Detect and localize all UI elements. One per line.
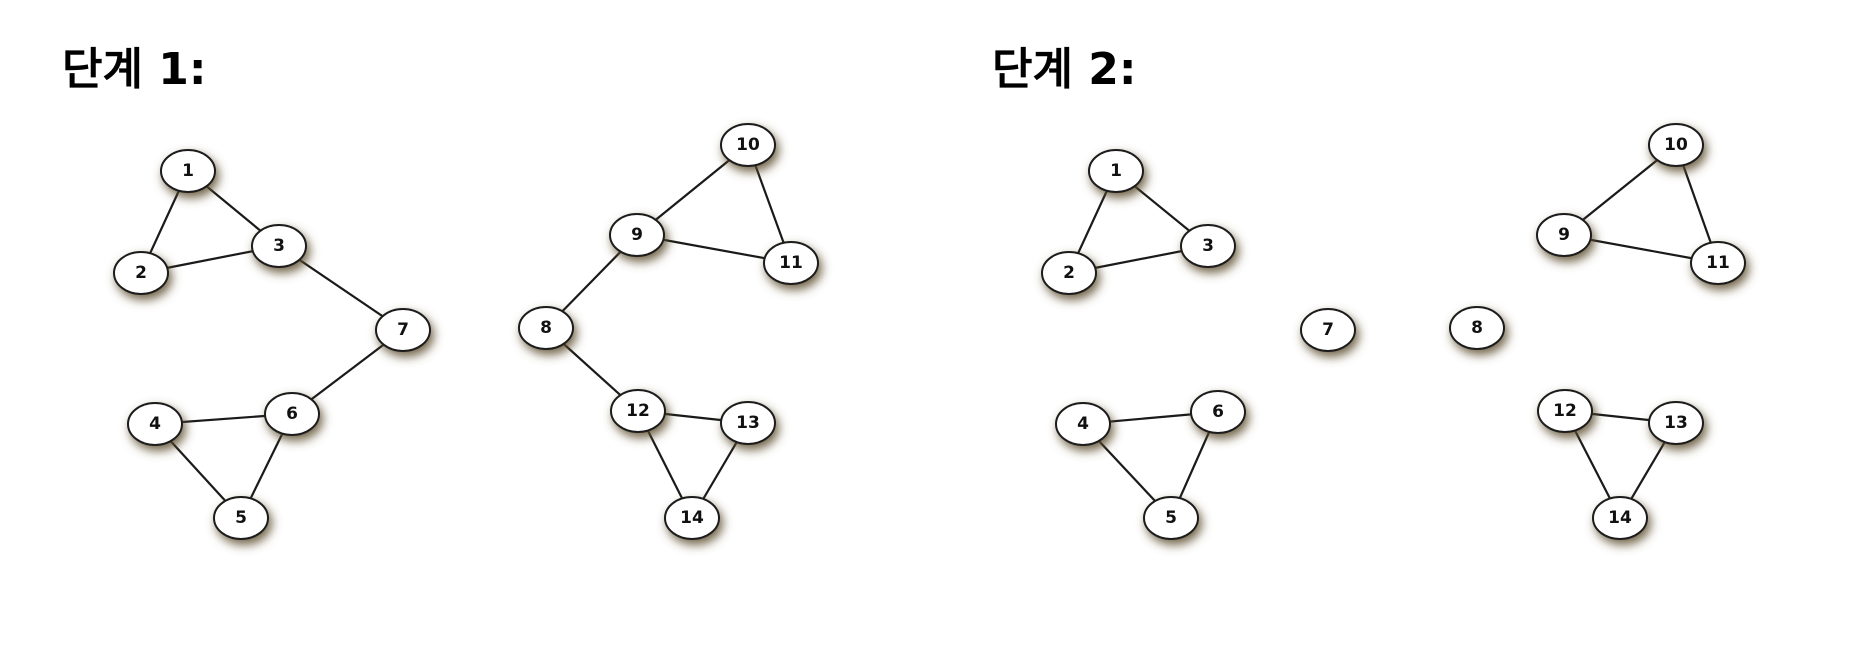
node-10: 10 [1648,123,1704,167]
node-9: 9 [1536,213,1592,257]
node-circle [1536,213,1592,257]
node-label: 7 [1322,320,1334,340]
node-6: 6 [264,392,320,436]
node-3: 3 [1180,224,1236,268]
node-label: 10 [736,135,760,155]
node-label: 2 [135,263,147,283]
node-13: 13 [1648,401,1704,445]
node-circle [1055,402,1111,446]
node-1: 1 [160,149,216,193]
node-circle [1190,390,1246,434]
node-circle [127,402,183,446]
node-circle [720,123,776,167]
node-circle [1648,123,1704,167]
node-12: 12 [610,389,666,433]
node-label: 11 [1706,253,1730,273]
node-label: 14 [1608,508,1632,528]
node-circle [1537,389,1593,433]
node-label: 4 [1077,414,1089,434]
node-5: 5 [1143,496,1199,540]
node-circle [264,392,320,436]
node-label: 11 [779,253,803,273]
node-1: 1 [1088,149,1144,193]
node-5: 5 [213,496,269,540]
node-4: 4 [127,402,183,446]
node-7: 7 [1300,308,1356,352]
node-circle [1592,496,1648,540]
node-label: 13 [1664,413,1688,433]
node-circle [720,401,776,445]
node-label: 13 [736,413,760,433]
node-10: 10 [720,123,776,167]
node-11: 11 [763,241,819,285]
node-label: 10 [1664,135,1688,155]
node-label: 2 [1063,263,1075,283]
node-circle [1690,241,1746,285]
node-label: 6 [1212,402,1224,422]
node-label: 1 [182,161,194,181]
node-circle [213,496,269,540]
node-label: 8 [540,318,552,338]
node-circle [160,149,216,193]
node-label: 6 [286,404,298,424]
node-11: 11 [1690,241,1746,285]
node-label: 3 [1202,236,1214,256]
node-12: 12 [1537,389,1593,433]
node-label: 4 [149,414,161,434]
node-7: 7 [375,308,431,352]
node-circle [113,251,169,295]
node-label: 14 [680,508,704,528]
node-label: 12 [626,401,650,421]
node-circle [251,224,307,268]
node-circle [664,496,720,540]
node-4: 4 [1055,402,1111,446]
node-13: 13 [720,401,776,445]
node-3: 3 [251,224,307,268]
node-circle [518,306,574,350]
node-circle [1088,149,1144,193]
node-8: 8 [1449,306,1505,350]
node-label: 9 [631,225,643,245]
node-circle [1449,306,1505,350]
node-circle [610,389,666,433]
node-9: 9 [609,213,665,257]
node-8: 8 [518,306,574,350]
panel-2-title: 단계 2: [992,44,1137,95]
node-circle [1300,308,1356,352]
node-circle [1648,401,1704,445]
node-2: 2 [1041,251,1097,295]
node-circle [1041,251,1097,295]
node-label: 8 [1471,318,1483,338]
node-2: 2 [113,251,169,295]
node-circle [375,308,431,352]
node-label: 5 [1165,508,1177,528]
node-circle [1143,496,1199,540]
node-circle [763,241,819,285]
panel-1-title: 단계 1: [62,44,207,95]
node-label: 7 [397,320,409,340]
node-circle [1180,224,1236,268]
node-14: 14 [1592,496,1648,540]
node-circle [609,213,665,257]
node-label: 5 [235,508,247,528]
node-label: 3 [273,236,285,256]
node-6: 6 [1190,390,1246,434]
node-14: 14 [664,496,720,540]
node-label: 1 [1110,161,1122,181]
node-label: 12 [1553,401,1577,421]
node-label: 9 [1558,225,1570,245]
